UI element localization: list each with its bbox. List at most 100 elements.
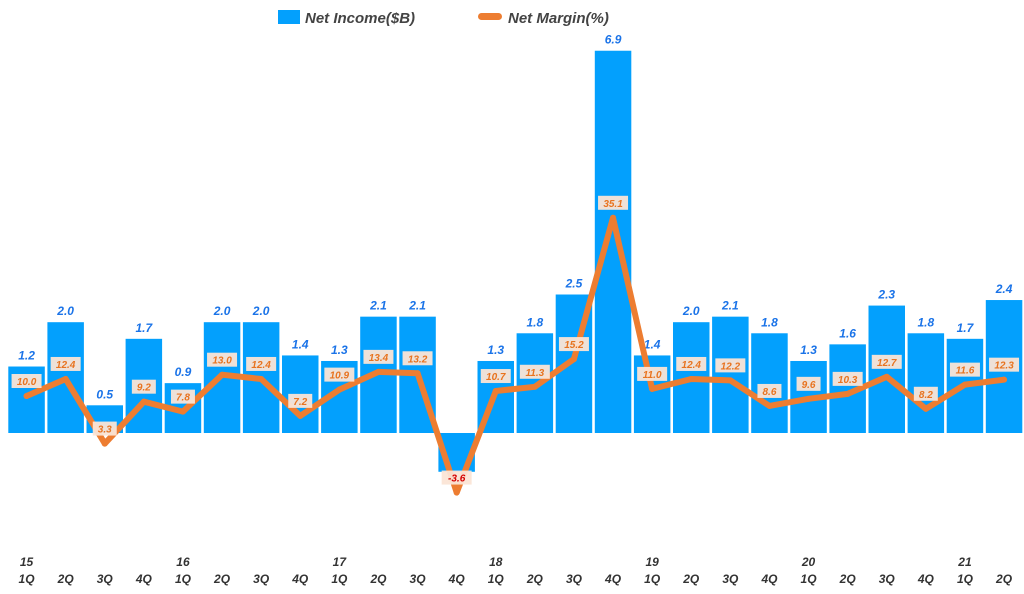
margin-point-17 [649, 385, 656, 392]
income-value-label: 0.5 [96, 387, 113, 401]
income-bar-23 [868, 305, 905, 433]
margin-point-24 [922, 405, 929, 412]
margin-label-box [871, 354, 902, 369]
x-tick-quarter: 3Q [566, 572, 583, 586]
income-value-label: 2.1 [369, 299, 387, 313]
margin-label-box [832, 371, 863, 386]
income-value-label: 1.6 [839, 326, 856, 340]
margin-label-box [11, 374, 42, 388]
margin-point-22 [844, 390, 851, 397]
margin-label-box [637, 366, 668, 381]
income-value-label: 2.5 [565, 277, 583, 291]
margin-label-box [92, 421, 117, 436]
x-tick-quarter: 1Q [644, 572, 661, 586]
margin-value-label: 12.3 [994, 361, 1014, 372]
margin-label-box [676, 356, 707, 371]
x-tick-quarter: 2Q [682, 572, 700, 586]
x-tick-quarter: 4Q [135, 572, 153, 586]
margin-value-label: -3.6 [448, 474, 466, 485]
x-tick-quarter: 2Q [57, 572, 75, 586]
x-tick-quarter: 1Q [801, 572, 818, 586]
margin-label-box [402, 351, 433, 366]
x-tick-year: 20 [801, 555, 816, 569]
margin-label-box [363, 349, 394, 364]
margin-value-label: 3.3 [98, 425, 112, 436]
income-value-label: 2.4 [995, 282, 1013, 296]
x-tick-quarter: 4Q [604, 572, 622, 586]
income-value-label: 2.1 [408, 299, 426, 313]
margin-point-8 [297, 412, 304, 419]
x-tick-quarter: 1Q [175, 572, 192, 586]
x-tick-quarter: 2Q [839, 572, 857, 586]
x-axis-ticks: 15 1Q 2Q 3Q 4Q 16 1Q 2Q 3Q 4Q 17 1Q 2Q 3Q 4Q 18 1Q 2Q 3Q 4Q… [19, 555, 1013, 586]
income-value-label: 1.3 [487, 343, 504, 357]
margin-value-label: 12.4 [56, 360, 76, 371]
margin-value-label: 7.8 [176, 393, 190, 404]
income-value-label: 1.4 [292, 337, 309, 351]
margin-point-23 [883, 373, 890, 380]
margin-label-box [480, 369, 511, 384]
income-value-label: 1.3 [800, 343, 817, 357]
income-value-label: 2.0 [213, 304, 231, 318]
margin-line [23, 214, 1008, 496]
margin-label-box [246, 356, 277, 371]
margin-point-12 [453, 489, 460, 496]
legend-income-label: Net Income($B) [305, 10, 415, 27]
margin-point-9 [336, 386, 343, 393]
margin-value-label: 9.2 [137, 383, 151, 394]
margin-point-14 [531, 383, 538, 390]
margin-value-label: 9.6 [802, 380, 816, 391]
margin-label-box [715, 358, 746, 373]
margin-labels: 10.0 12.4 3.3 9.2 7.8 13.0 12.4 7.2 10.9 13.4 13.2… [11, 195, 1020, 485]
margin-label-box [796, 376, 821, 391]
legend-income-swatch [278, 10, 300, 24]
margin-value-label: 7.2 [293, 397, 307, 408]
income-bar-16 [594, 50, 632, 434]
income-value-label: 2.1 [721, 299, 739, 313]
income-bar-20 [751, 333, 788, 433]
margin-point-19 [727, 377, 734, 384]
margin-point-5 [179, 408, 186, 415]
income-value-label: 1.4 [644, 337, 661, 351]
income-value-label: 2.0 [56, 304, 74, 318]
margin-point-13 [492, 388, 499, 395]
margin-point-7 [258, 375, 265, 382]
legend-margin-swatch [478, 13, 502, 20]
x-tick-quarter: 2Q [526, 572, 544, 586]
margin-point-6 [219, 371, 226, 378]
margin-label-box [989, 357, 1020, 372]
x-tick-quarter: 1Q [331, 572, 348, 586]
margin-point-25 [961, 381, 968, 388]
margin-value-label: 10.7 [486, 372, 506, 383]
margin-value-label: 8.2 [919, 390, 933, 401]
income-value-label: 2.3 [877, 288, 895, 302]
legend: Net Income($B) Net Margin(%) [278, 10, 609, 27]
x-tick-quarter: 1Q [957, 572, 974, 586]
margin-label-box [757, 383, 782, 398]
x-tick-quarter: 4Q [917, 572, 935, 586]
x-tick-quarter: 4Q [448, 572, 466, 586]
margin-value-label: 13.0 [212, 356, 232, 367]
x-tick-quarter: 4Q [760, 572, 778, 586]
margin-value-label: 13.2 [408, 354, 428, 365]
income-value-label: 2.0 [682, 304, 700, 318]
margin-label-box [131, 379, 156, 394]
margin-point-2 [62, 375, 69, 382]
income-value-label: 0.9 [175, 365, 192, 379]
margin-label-box [288, 393, 313, 408]
margin-label-box [519, 364, 550, 379]
margin-label-box [913, 386, 938, 401]
margin-label-box [207, 352, 238, 367]
margin-value-label: 15.2 [564, 340, 584, 351]
x-tick-year: 18 [489, 555, 503, 569]
margin-series-line [23, 214, 1007, 496]
x-tick-quarter: 3Q [97, 572, 114, 586]
x-tick-year: 15 [20, 555, 34, 569]
x-tick-quarter: 2Q [369, 572, 387, 586]
x-tick-quarter: 2Q [995, 572, 1013, 586]
x-tick-quarter: 1Q [19, 572, 36, 586]
margin-value-label: 12.4 [251, 360, 271, 371]
margin-value-label: 11.6 [956, 366, 975, 377]
margin-point-18 [688, 375, 695, 382]
margin-point-4 [140, 398, 147, 405]
